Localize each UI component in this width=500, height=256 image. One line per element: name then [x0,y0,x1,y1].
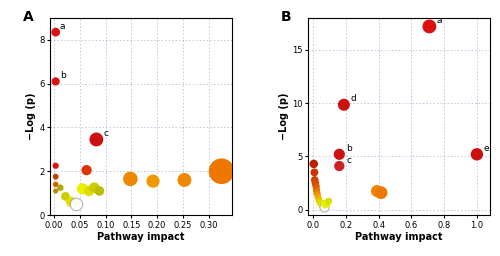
Point [312,187,320,191]
Point [336,152,344,156]
Point [67,200,75,204]
Point [52,30,60,34]
Text: a: a [60,22,66,31]
Point [92,137,100,142]
Point [312,189,320,194]
Point [322,202,330,206]
Text: b: b [60,71,66,80]
Point [323,201,331,205]
Point [52,189,60,193]
Point [316,200,324,204]
Point [310,170,318,175]
Text: B: B [281,10,291,24]
Point [126,177,134,181]
Point [312,181,320,185]
Point [320,205,328,209]
Point [96,189,104,193]
Point [90,186,98,190]
Point [318,202,326,206]
Y-axis label: −Log (p): −Log (p) [26,93,36,140]
Text: e: e [484,144,490,153]
Text: c: c [346,156,351,165]
Text: c: c [104,129,108,138]
Point [78,187,86,191]
Point [312,184,320,188]
Point [314,194,322,198]
Point [320,204,328,208]
Point [180,178,188,182]
Point [62,194,70,198]
Point [52,175,60,179]
Point [473,152,481,156]
Point [313,192,321,196]
Point [317,201,325,205]
Point [340,103,348,107]
Point [373,189,381,193]
X-axis label: Pathway impact: Pathway impact [356,232,443,242]
Point [149,179,157,183]
Point [314,196,322,200]
Text: a: a [436,16,442,25]
Point [310,178,318,182]
Point [218,169,226,173]
Text: d: d [351,94,356,103]
Text: b: b [346,144,352,153]
Y-axis label: −Log (p): −Log (p) [280,93,289,140]
Point [52,164,60,168]
X-axis label: Pathway impact: Pathway impact [97,232,184,242]
Point [82,168,90,172]
Text: A: A [22,10,34,24]
Point [85,189,93,193]
Point [336,164,344,168]
Point [72,202,80,206]
Point [52,79,60,83]
Point [310,162,318,166]
Point [324,199,332,203]
Point [315,198,323,202]
Point [377,191,385,195]
Point [52,182,60,186]
Point [426,24,434,28]
Point [56,186,64,190]
